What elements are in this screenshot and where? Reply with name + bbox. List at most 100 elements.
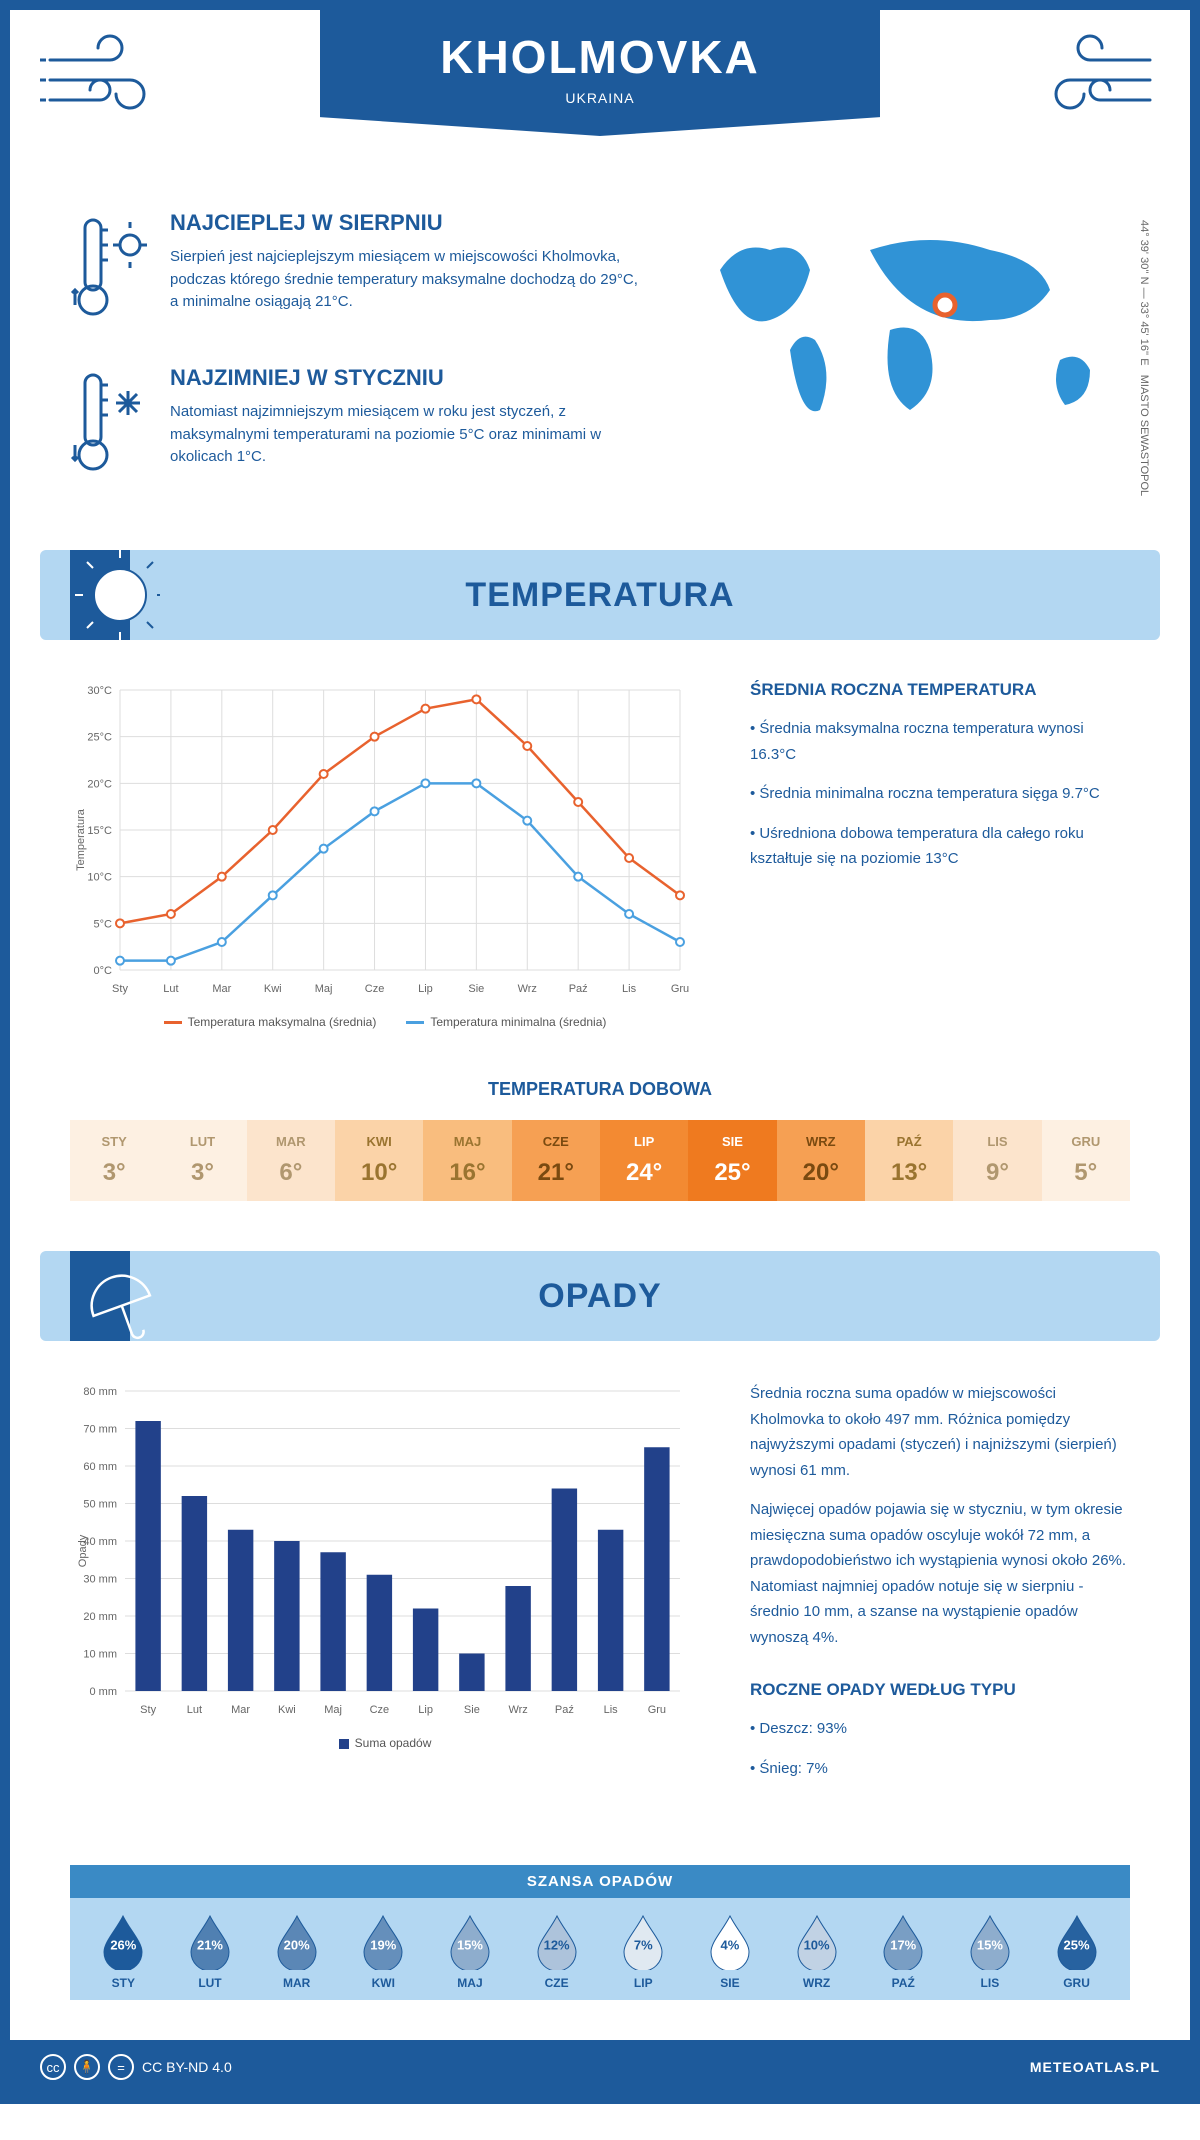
precipitation-chart-row: 0 mm10 mm20 mm30 mm40 mm50 mm60 mm70 mm8… [10,1341,1190,1835]
license-text: CC BY-ND 4.0 [142,2059,232,2075]
daily-temp-cell: LUT3° [158,1120,246,1201]
temperature-chart-row: 0°C5°C10°C15°C20°C25°C30°CStyLutMarKwiMa… [10,640,1190,1069]
coldest-title: NAJZIMNIEJ W STYCZNIU [170,365,650,391]
chance-drop: 12%CZE [534,1914,580,1990]
temperature-line-chart: 0°C5°C10°C15°C20°C25°C30°CStyLutMarKwiMa… [70,680,700,1029]
precip-para1: Średnia roczna suma opadów w miejscowośc… [750,1381,1130,1483]
chance-drop: 15%LIS [967,1914,1013,1990]
daily-temp-cell: SIE25° [688,1120,776,1201]
daily-temp-cell: CZE21° [512,1120,600,1201]
chance-drop: 7%LIP [620,1914,666,1990]
svg-text:5°C: 5°C [94,918,113,930]
svg-text:0 mm: 0 mm [90,1686,118,1698]
svg-text:Sie: Sie [468,983,484,995]
site-label: METEOATLAS.PL [1030,2059,1160,2075]
precip-para2: Najwięcej opadów pojawia się w styczniu,… [750,1497,1130,1650]
svg-text:Cze: Cze [370,1704,390,1716]
chance-drop: 25%GRU [1054,1914,1100,1990]
nd-icon: = [108,2054,134,2080]
precip-type-snow: • Śnieg: 7% [750,1756,1130,1782]
daily-temp-cell: STY3° [70,1120,158,1201]
temperature-legend: Temperatura maksymalna (średnia)Temperat… [70,1015,700,1029]
precipitation-legend: Suma opadów [70,1736,700,1750]
license-block: cc 🧍 = CC BY-ND 4.0 [40,2054,232,2080]
svg-text:15°C: 15°C [87,825,112,837]
title-banner: KHOLMOVKA UKRAINA [320,10,880,136]
svg-text:Sty: Sty [140,1704,156,1716]
svg-text:Gru: Gru [671,983,689,995]
daily-temp-strip: STY3°LUT3°MAR6°KWI10°MAJ16°CZE21°LIP24°S… [70,1120,1130,1201]
svg-text:Lip: Lip [418,983,433,995]
chance-drop: 15%MAJ [447,1914,493,1990]
svg-text:Wrz: Wrz [518,983,537,995]
svg-text:Gru: Gru [648,1704,666,1716]
svg-text:50 mm: 50 mm [83,1499,117,1511]
svg-text:Mar: Mar [231,1704,250,1716]
svg-text:30°C: 30°C [87,685,112,697]
temperature-section-header: TEMPERATURA [40,550,1160,640]
svg-text:Sie: Sie [464,1704,480,1716]
coldest-block: NAJZIMNIEJ W STYCZNIU Natomiast najzimni… [70,365,650,490]
precip-type-title: ROCZNE OPADY WEDŁUG TYPU [750,1680,1130,1700]
svg-text:30 mm: 30 mm [83,1574,117,1586]
svg-text:Sty: Sty [112,983,128,995]
chance-drop: 17%PAŹ [880,1914,926,1990]
intro-left: NAJCIEPLEJ W SIERPNIU Sierpień jest najc… [70,210,650,520]
precipitation-section-header: OPADY [40,1251,1160,1341]
sun-icon [70,550,160,640]
daily-temp-cell: KWI10° [335,1120,423,1201]
svg-text:Wrz: Wrz [508,1704,527,1716]
precipitation-bar-chart: 0 mm10 mm20 mm30 mm40 mm50 mm60 mm70 mm8… [70,1381,700,1795]
coordinates-label: 44° 39' 30'' N — 33° 45' 16'' E MIASTO S… [1138,220,1150,496]
svg-text:Lut: Lut [163,983,178,995]
country-label: UKRAINA [320,90,880,106]
annual-temp-bullet1: • Średnia maksymalna roczna temperatura … [750,716,1130,767]
thermometer-snow-icon [70,365,150,490]
chance-drop: 10%WRZ [794,1914,840,1990]
svg-text:Lis: Lis [622,983,637,995]
chance-drop: 21%LUT [187,1914,233,1990]
svg-text:70 mm: 70 mm [83,1424,117,1436]
svg-text:25°C: 25°C [87,732,112,744]
daily-temp-cell: GRU5° [1042,1120,1130,1201]
footer: cc 🧍 = CC BY-ND 4.0 METEOATLAS.PL [10,2040,1190,2094]
temperature-title: TEMPERATURA [465,576,734,615]
header: KHOLMOVKA UKRAINA [10,10,1190,170]
svg-text:0°C: 0°C [94,965,113,977]
svg-text:Kwi: Kwi [264,983,282,995]
coldest-text: Natomiast najzimniejszym miesiącem w rok… [170,401,650,469]
chance-drop: 26%STY [100,1914,146,1990]
svg-text:Lip: Lip [418,1704,433,1716]
daily-temp-cell: MAR6° [247,1120,335,1201]
map-panel: 44° 39' 30'' N — 33° 45' 16'' E MIASTO S… [690,210,1130,520]
wind-icon-left [40,30,180,120]
svg-text:60 mm: 60 mm [83,1461,117,1473]
svg-text:Temperatura: Temperatura [75,808,87,871]
daily-temp-cell: PAŹ13° [865,1120,953,1201]
svg-text:80 mm: 80 mm [83,1386,117,1398]
daily-temp-cell: WRZ20° [777,1120,865,1201]
svg-text:Maj: Maj [315,983,333,995]
svg-text:Lis: Lis [604,1704,619,1716]
intro-row: NAJCIEPLEJ W SIERPNIU Sierpień jest najc… [10,170,1190,550]
annual-temp-title: ŚREDNIA ROCZNA TEMPERATURA [750,680,1130,700]
chance-drop: 4%SIE [707,1914,753,1990]
svg-text:Cze: Cze [365,983,385,995]
svg-text:Mar: Mar [212,983,231,995]
daily-temp-cell: LIP24° [600,1120,688,1201]
svg-text:Lut: Lut [187,1704,202,1716]
warmest-text: Sierpień jest najcieplejszym miesiącem w… [170,246,650,314]
precip-type-rain: • Deszcz: 93% [750,1716,1130,1742]
temperature-info: ŚREDNIA ROCZNA TEMPERATURA • Średnia mak… [750,680,1130,1029]
city-title: KHOLMOVKA [320,30,880,84]
chance-drop: 20%MAR [274,1914,320,1990]
precipitation-info: Średnia roczna suma opadów w miejscowośc… [750,1381,1130,1795]
precipitation-title: OPADY [538,1277,661,1316]
svg-text:Maj: Maj [324,1704,342,1716]
annual-temp-bullet2: • Średnia minimalna roczna temperatura s… [750,781,1130,807]
svg-text:Kwi: Kwi [278,1704,296,1716]
page-frame: KHOLMOVKA UKRAINA NAJCIEPLEJ W SIERPNIU … [0,0,1200,2104]
svg-text:Paź: Paź [555,1704,574,1716]
svg-text:Paź: Paź [569,983,588,995]
by-icon: 🧍 [74,2054,100,2080]
